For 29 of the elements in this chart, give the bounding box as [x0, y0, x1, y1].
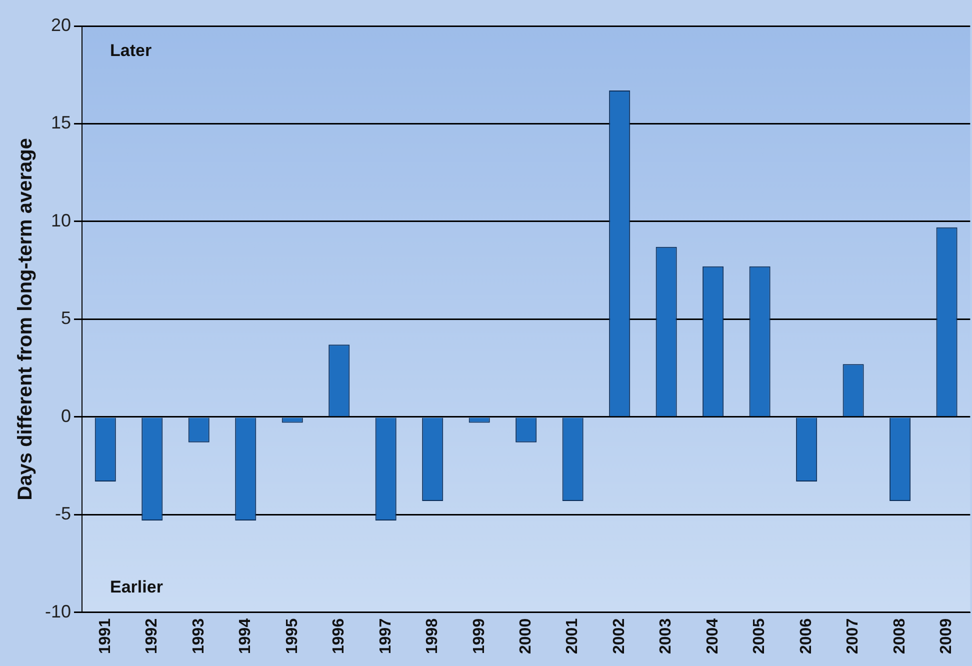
x-tick-label: 1991: [96, 618, 114, 654]
x-tick-label: 2001: [564, 618, 582, 654]
y-tick-label: -10: [45, 601, 72, 622]
x-tick-label: 2003: [658, 618, 675, 654]
y-tick-label: 15: [50, 112, 72, 133]
annotation: Earlier: [110, 577, 164, 596]
x-tick-label: 2009: [938, 618, 956, 654]
annotation: Later: [110, 41, 152, 60]
x-tick-label: 1999: [470, 618, 488, 654]
x-tick-label: 1996: [330, 618, 348, 654]
x-tick-label: 2006: [798, 618, 815, 654]
x-tick-label: 2004: [704, 618, 722, 654]
x-tick-label: 1994: [237, 618, 254, 654]
x-tick-label: 1998: [424, 618, 442, 654]
y-axis-title: Days different from long-term average: [14, 138, 37, 500]
x-tick-label: 2008: [891, 618, 908, 654]
y-tick-label: 0: [61, 406, 72, 426]
x-tick-label: 1992: [144, 618, 161, 654]
y-tick-label: 10: [50, 210, 72, 230]
x-tick-label: 1997: [377, 618, 394, 654]
x-tick-label: 2007: [844, 618, 862, 654]
x-tick-label: 2002: [610, 618, 628, 654]
x-tick-label: 2005: [751, 618, 768, 654]
y-tick-label: -5: [55, 504, 72, 524]
x-tick-label: 2000: [518, 618, 534, 654]
y-tick-label: 5: [61, 308, 72, 328]
y-tick-label: 20: [50, 14, 72, 35]
x-tick-label: 1993: [190, 618, 208, 654]
x-tick-label: 1995: [284, 618, 301, 654]
